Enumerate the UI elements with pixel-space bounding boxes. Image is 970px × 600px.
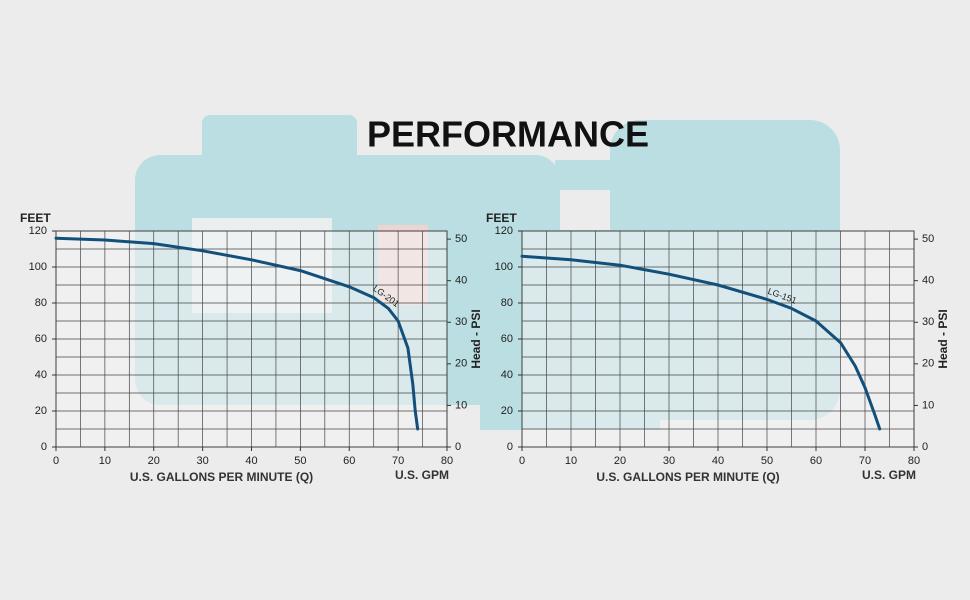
y-tick-label: 40 (35, 369, 47, 381)
x-tick-label: 60 (343, 455, 355, 467)
x-tick-label: 30 (197, 455, 209, 467)
x-tick-label: 0 (53, 455, 59, 467)
y2-tick-label: 50 (455, 233, 467, 245)
x-tick-label: 10 (565, 455, 577, 467)
y2-tick-label: 30 (922, 316, 934, 328)
y-tick-label: 100 (29, 261, 47, 273)
y-tick-label: 60 (501, 333, 513, 345)
y-tick-label: 120 (495, 225, 513, 237)
y2-tick-label: 0 (922, 441, 928, 453)
y2-axis-label: Head - PSI (469, 309, 483, 368)
x-axis-label: U.S. GALLONS PER MINUTE (Q) (130, 470, 313, 484)
y2-tick-label: 0 (455, 441, 461, 453)
y2-tick-label: 50 (922, 233, 934, 245)
x-tick-label: 50 (294, 455, 306, 467)
y-tick-label: 20 (501, 405, 513, 417)
x-tick-label: 80 (441, 455, 453, 467)
y-tick-label: 60 (35, 333, 47, 345)
data-line (520, 254, 882, 431)
y2-tick-label: 40 (922, 275, 934, 287)
y-tick-label: 0 (507, 441, 513, 453)
page-title: PERFORMANCE (367, 114, 649, 155)
y2-tick-label: 10 (922, 399, 934, 411)
x-unit-label: U.S. GPM (862, 468, 916, 482)
y2-tick-label: 40 (455, 275, 467, 287)
y-tick-label: 20 (35, 405, 47, 417)
x-tick-label: 40 (712, 455, 724, 467)
x-tick-label: 20 (614, 455, 626, 467)
y2-tick-label: 20 (455, 358, 467, 370)
x-axis-label: U.S. GALLONS PER MINUTE (Q) (596, 470, 779, 484)
data-line (54, 236, 420, 431)
x-unit-label: U.S. GPM (395, 468, 449, 482)
y-tick-label: 120 (29, 225, 47, 237)
x-tick-label: 40 (245, 455, 257, 467)
x-tick-label: 80 (908, 455, 920, 467)
x-tick-label: 10 (99, 455, 111, 467)
x-tick-label: 0 (519, 455, 525, 467)
x-tick-label: 60 (810, 455, 822, 467)
y-tick-label: 0 (41, 441, 47, 453)
y2-tick-label: 10 (455, 399, 467, 411)
y-axis-label: FEET (20, 211, 51, 225)
y2-tick-label: 30 (455, 316, 467, 328)
y-tick-label: 40 (501, 369, 513, 381)
y2-tick-label: 20 (922, 358, 934, 370)
y-tick-label: 80 (501, 297, 513, 309)
x-tick-label: 30 (663, 455, 675, 467)
x-tick-label: 50 (761, 455, 773, 467)
x-tick-label: 70 (392, 455, 404, 467)
y2-axis-label: Head - PSI (936, 309, 950, 368)
x-tick-label: 70 (859, 455, 871, 467)
y-axis-label: FEET (486, 211, 517, 225)
y-tick-label: 100 (495, 261, 513, 273)
y-tick-label: 80 (35, 297, 47, 309)
x-tick-label: 20 (148, 455, 160, 467)
